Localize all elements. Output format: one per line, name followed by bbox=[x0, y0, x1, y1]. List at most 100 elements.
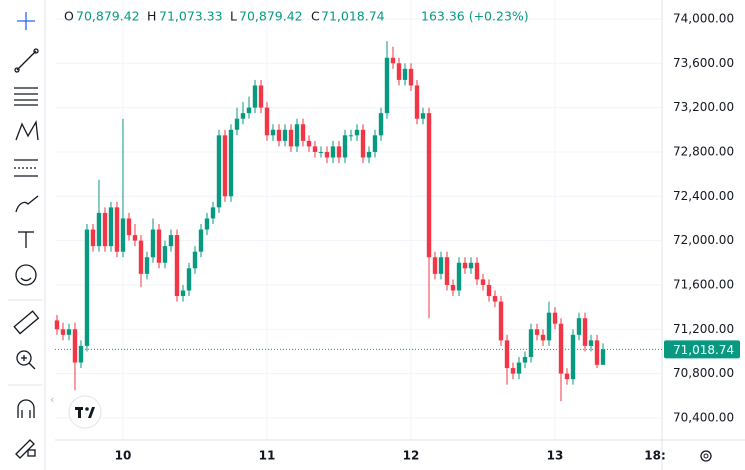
zoom-tool[interactable] bbox=[16, 350, 36, 370]
collapse-arrow[interactable]: ‹ bbox=[50, 393, 54, 406]
candle-body bbox=[486, 284, 492, 297]
last-price-tag bbox=[664, 340, 740, 359]
candle-body bbox=[510, 368, 516, 374]
candle-body bbox=[360, 129, 366, 158]
candle-body bbox=[546, 312, 552, 341]
brush-tool[interactable] bbox=[15, 195, 39, 213]
candle-body bbox=[132, 235, 138, 241]
candle-body bbox=[198, 229, 204, 252]
candle-body bbox=[204, 218, 210, 230]
x-tick-label: 13 bbox=[547, 449, 564, 463]
candle-body bbox=[78, 345, 84, 363]
y-tick-label: 72,400.00 bbox=[673, 189, 734, 203]
candle-body bbox=[414, 85, 420, 119]
candle-body bbox=[348, 135, 354, 137]
candle-body bbox=[366, 151, 372, 158]
candle-body bbox=[390, 57, 396, 64]
candle-body bbox=[180, 290, 186, 297]
candle-body bbox=[552, 312, 558, 324]
candle-body bbox=[456, 262, 462, 291]
candle-body bbox=[168, 235, 174, 247]
legend-value: 71,018.74 bbox=[321, 9, 385, 24]
candle-body bbox=[288, 129, 294, 147]
candle-body bbox=[300, 124, 306, 141]
candle-body bbox=[432, 257, 438, 274]
trend-line-tool[interactable] bbox=[14, 48, 39, 73]
candle-body bbox=[114, 207, 120, 252]
candle-body bbox=[258, 85, 264, 108]
pattern-tool[interactable] bbox=[15, 119, 39, 141]
y-tick-label: 74,000.00 bbox=[673, 11, 734, 25]
emoji-tool[interactable] bbox=[15, 264, 37, 286]
candle-body bbox=[276, 129, 282, 141]
candle-body bbox=[240, 113, 246, 119]
last-price-label: 71,018.74 bbox=[673, 343, 734, 357]
candle-body bbox=[324, 151, 330, 158]
magnet-tool[interactable] bbox=[17, 399, 35, 418]
candle-body bbox=[96, 212, 102, 247]
candle-body bbox=[216, 135, 222, 208]
x-tick-label: 18: bbox=[644, 449, 666, 463]
candle-body bbox=[384, 57, 390, 114]
candle-body bbox=[270, 129, 276, 136]
text-tool[interactable] bbox=[18, 231, 34, 248]
settings-icon[interactable] bbox=[700, 450, 712, 462]
crosshair-tool[interactable] bbox=[17, 12, 35, 30]
candle-body bbox=[264, 107, 270, 136]
ruler-tool[interactable] bbox=[13, 310, 40, 335]
candle-body bbox=[222, 135, 228, 197]
candle-body bbox=[588, 340, 594, 346]
y-tick-label: 72,800.00 bbox=[673, 144, 734, 158]
candle-body bbox=[342, 135, 348, 158]
candle-body bbox=[450, 284, 456, 291]
grid bbox=[55, 0, 662, 440]
candle-body bbox=[126, 218, 132, 236]
candle-body bbox=[354, 129, 360, 136]
candle-body bbox=[84, 229, 90, 346]
candle-body bbox=[582, 318, 588, 346]
lock-draw-tool[interactable] bbox=[15, 439, 36, 459]
legend-value: 70,879.42 bbox=[76, 9, 140, 24]
candle-body bbox=[252, 85, 258, 108]
candle-body bbox=[564, 373, 570, 380]
candle-body bbox=[72, 329, 78, 363]
legend-change: 163.36 (+0.23%) bbox=[421, 9, 529, 24]
candle-body bbox=[162, 246, 168, 263]
candle-body bbox=[306, 140, 312, 147]
candle-body bbox=[174, 235, 180, 297]
candles bbox=[54, 41, 606, 402]
candle-body bbox=[408, 68, 414, 86]
y-tick-label: 72,000.00 bbox=[673, 233, 734, 247]
candle-body bbox=[420, 113, 426, 119]
candle-body bbox=[600, 349, 606, 365]
candle-body bbox=[210, 207, 216, 219]
candle-body bbox=[540, 334, 546, 341]
tv-logo bbox=[68, 395, 102, 429]
candle-body bbox=[318, 151, 324, 153]
forecast-tool[interactable] bbox=[14, 159, 38, 177]
candle-body bbox=[480, 279, 486, 285]
candle-body bbox=[498, 301, 504, 341]
candle-body bbox=[528, 329, 534, 357]
candle-body bbox=[594, 340, 600, 365]
candle-body bbox=[336, 146, 342, 158]
candle-body bbox=[534, 329, 540, 335]
legend-key: H bbox=[147, 9, 156, 24]
candle-body bbox=[282, 129, 288, 141]
legend-value: 71,073.33 bbox=[159, 9, 223, 24]
candle-body bbox=[186, 268, 192, 291]
candle-body bbox=[90, 229, 96, 247]
candle-body bbox=[492, 296, 498, 302]
candle-body bbox=[102, 212, 108, 247]
candle-body bbox=[234, 118, 240, 130]
candle-body bbox=[402, 68, 408, 80]
candle-body bbox=[522, 356, 528, 363]
legend-key: C bbox=[311, 9, 320, 24]
candle-body bbox=[372, 135, 378, 152]
candle-body bbox=[576, 318, 582, 335]
candle-body bbox=[228, 129, 234, 197]
y-tick-label: 71,200.00 bbox=[673, 322, 734, 336]
fib-tool[interactable] bbox=[14, 87, 38, 106]
x-tick-label: 10 bbox=[115, 449, 132, 463]
